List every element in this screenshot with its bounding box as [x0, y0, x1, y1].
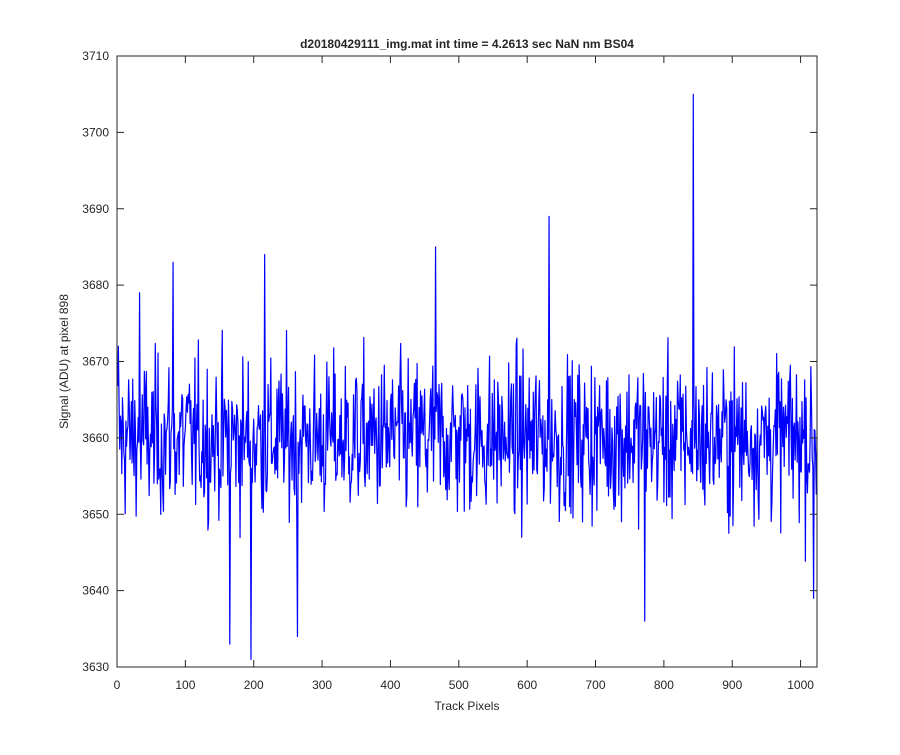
- y-tick-label: 3670: [82, 355, 109, 369]
- x-tick-label: 900: [722, 678, 742, 692]
- y-tick-label: 3680: [82, 278, 109, 292]
- y-tick-label: 3710: [82, 49, 109, 63]
- chart-title: d20180429111_img.mat int time = 4.2613 s…: [300, 37, 634, 51]
- y-tick-label: 3650: [82, 507, 109, 521]
- x-tick-label: 200: [244, 678, 264, 692]
- y-tick-label: 3690: [82, 202, 109, 216]
- x-tick-label: 600: [517, 678, 537, 692]
- y-tick-label: 3640: [82, 584, 109, 598]
- y-ticks: 3630 3640 3650 3660 3670 3680 3690 3700 3710: [82, 49, 817, 674]
- x-tick-label: 700: [586, 678, 606, 692]
- y-tick-label: 3630: [82, 660, 109, 674]
- x-tick-label: 500: [449, 678, 469, 692]
- y-tick-label: 3700: [82, 125, 109, 139]
- y-tick-label: 3660: [82, 431, 109, 445]
- x-tick-label: 0: [114, 678, 121, 692]
- x-tick-label: 1000: [787, 678, 814, 692]
- x-tick-label: 100: [175, 678, 195, 692]
- x-tick-label: 300: [312, 678, 332, 692]
- axes-background: [117, 56, 817, 667]
- series-layer: [117, 93, 818, 660]
- y-axis-label: Signal (ADU) at pixel 898: [57, 294, 71, 429]
- series-line: [117, 93, 818, 660]
- x-axis-label: Track Pixels: [435, 699, 500, 713]
- x-tick-label: 800: [654, 678, 674, 692]
- x-ticks: 0 100 200 300 400 500 600 700 800 900 1000: [114, 56, 814, 692]
- x-tick-label: 400: [380, 678, 400, 692]
